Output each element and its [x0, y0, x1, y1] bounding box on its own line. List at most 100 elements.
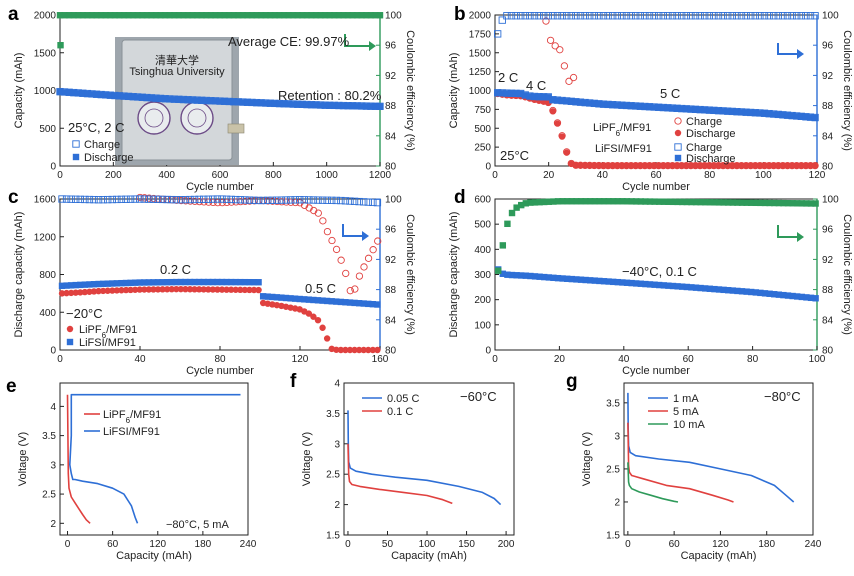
- data-point: [81, 195, 89, 204]
- data-point: [203, 97, 210, 105]
- series-1-ma: [627, 392, 795, 503]
- data-point: [250, 286, 258, 294]
- data-point: [88, 12, 96, 19]
- y-tick-label: 500: [474, 124, 491, 135]
- data-point: [212, 12, 219, 19]
- data-point: [725, 287, 732, 294]
- x-tick-label: 80: [214, 354, 226, 365]
- series-line-lipf6-mf91: [66, 394, 91, 524]
- y-tick-label: 600: [474, 195, 491, 206]
- data-point: [323, 297, 331, 305]
- data-point: [600, 198, 608, 205]
- data-point: [541, 273, 548, 281]
- data-point: [344, 102, 352, 110]
- data-point: [627, 102, 635, 110]
- data-point: [794, 200, 801, 207]
- data-point: [628, 279, 635, 287]
- data-point: [332, 245, 341, 254]
- data-point: [244, 12, 251, 19]
- y-tick-label: 750: [474, 105, 491, 116]
- data-point: [669, 105, 676, 112]
- data-point: [715, 199, 723, 206]
- data-point: [807, 162, 814, 169]
- data-point: [660, 198, 668, 205]
- data-point: [248, 12, 256, 19]
- data-point: [346, 197, 354, 205]
- data-point: [499, 90, 506, 97]
- data-point: [646, 281, 654, 288]
- data-point: [568, 275, 576, 283]
- data-point: [268, 196, 276, 204]
- data-point: [109, 280, 116, 287]
- data-point: [131, 195, 139, 203]
- data-point: [351, 299, 358, 307]
- data-point: [253, 12, 260, 19]
- data-point: [720, 199, 727, 206]
- data-point: [127, 279, 134, 287]
- series-coulombic-efficiency: [56, 12, 384, 19]
- data-point: [780, 291, 787, 299]
- data-point: [195, 278, 203, 286]
- plot-frame: [59, 382, 249, 536]
- data-point: [549, 12, 557, 20]
- ce-arrowhead: [369, 41, 376, 51]
- data-point: [259, 293, 267, 300]
- data-point: [182, 278, 189, 286]
- data-point: [591, 100, 598, 107]
- y2-tick-label: 84: [385, 315, 397, 326]
- data-point: [161, 12, 169, 19]
- data-point: [241, 286, 249, 294]
- data-point: [587, 277, 594, 284]
- data-point: [367, 12, 375, 19]
- x-tick-label: 0: [625, 539, 631, 550]
- data-point: [802, 162, 810, 169]
- data-point: [309, 196, 318, 204]
- data-point: [734, 199, 741, 206]
- data-point: [254, 196, 263, 205]
- data-point: [273, 294, 281, 301]
- data-point: [729, 199, 737, 206]
- data-point: [517, 12, 525, 20]
- data-point: [765, 12, 773, 20]
- legend-label: Charge: [686, 142, 722, 154]
- data-point: [149, 195, 158, 203]
- x-tick-label: 200: [105, 170, 122, 181]
- data-point: [294, 101, 301, 108]
- legend-label: Charge: [686, 116, 722, 128]
- data-point: [618, 12, 626, 20]
- data-point: [349, 12, 356, 19]
- data-point: [581, 12, 589, 20]
- data-point: [76, 195, 84, 204]
- data-point: [522, 272, 530, 279]
- data-point: [572, 12, 580, 20]
- data-point: [369, 346, 377, 354]
- data-point: [376, 103, 384, 110]
- data-point: [360, 346, 367, 354]
- data-point: [504, 271, 511, 278]
- data-point: [743, 288, 750, 295]
- data-point: [545, 94, 552, 101]
- data-point: [756, 110, 764, 117]
- y-tick-label: 1.5: [606, 531, 620, 542]
- x-tick-label: 80: [704, 170, 716, 181]
- data-point: [494, 30, 502, 38]
- ce-arrowhead: [797, 232, 804, 242]
- data-point: [289, 12, 297, 19]
- data-point: [191, 286, 198, 293]
- data-point: [273, 196, 281, 204]
- data-point: [719, 12, 727, 20]
- data-point: [521, 12, 529, 20]
- y-tick-label: 1200: [34, 232, 57, 243]
- y-tick-label: 1000: [469, 86, 492, 97]
- data-point: [564, 275, 571, 282]
- data-point: [280, 12, 288, 19]
- data-point: [323, 335, 331, 342]
- x-tick-label: 100: [809, 354, 826, 365]
- data-point: [321, 102, 329, 109]
- x-tick-label: 0: [492, 354, 498, 365]
- y-tick-label: 3.5: [42, 431, 56, 442]
- data-point: [373, 198, 382, 207]
- y2-tick-label: 96: [822, 41, 834, 52]
- data-point: [651, 281, 658, 288]
